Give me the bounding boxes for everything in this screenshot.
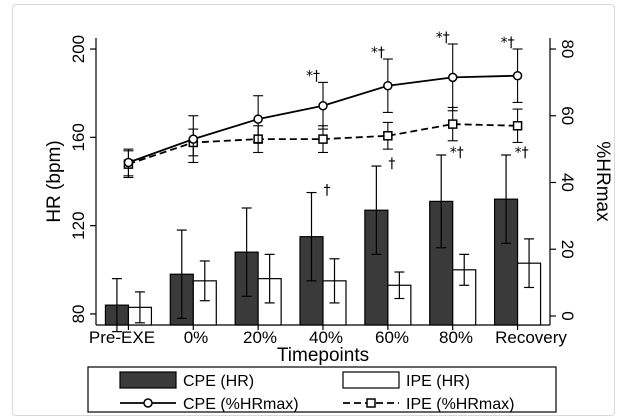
x-tick-label: 40% [309,328,343,347]
y2-tick-label: 0 [558,311,577,320]
significance-marker: *† [501,35,515,51]
legend-label-ipe-hrmax: IPE (%HRmax) [406,396,514,413]
y-axis-title: HR (bpm) [44,140,65,222]
point-marker [188,134,199,144]
y2-tick-label: 60 [558,106,577,125]
y-tick-label: 80 [69,305,88,324]
point-marker [253,114,263,124]
point-marker [318,100,328,111]
point-marker [123,157,134,168]
x-axis-title: Timepoints [277,345,369,366]
significance-marker: *† [436,30,450,46]
significance-marker: *† [515,145,529,161]
y-tick-label: 160 [69,123,88,151]
significance-marker: *† [306,68,320,84]
x-tick-label: Recovery [495,328,567,347]
point-marker [383,131,393,141]
x-tick-label: Pre-EXE [89,328,155,347]
x-tick-label: 0% [184,328,209,347]
legend-marker-cpe-hrmax [143,398,153,408]
legend-swatch-ipe-hr [342,371,400,389]
y2-tick-label: 40 [558,173,577,192]
x-tick-label: 60% [375,328,409,347]
point-marker [447,72,458,83]
legend-label-cpe-hrmax: CPE (%HRmax) [183,396,299,413]
significance-marker: *† [371,45,385,61]
significance-marker: *† [450,145,464,161]
x-tick-label: 20% [243,328,277,347]
legend: CPE (HR) IPE (HR) CPE (%HRmax) IPE (%HRmax) [87,366,557,413]
legend-swatch-cpe-hr [119,371,177,389]
point-marker [383,80,393,91]
y-tick-label: 200 [69,35,88,63]
significance-marker: † [324,183,331,199]
legend-label-cpe-hr: CPE (HR) [183,373,254,390]
line-series-cpe-hrmax [123,43,523,177]
significance-marker: † [388,156,395,172]
y2-tick-label: 20 [558,240,577,259]
x-tick-label: 80% [439,328,473,347]
point-marker [447,119,458,129]
bar-series-ipe-hr [127,238,542,326]
legend-marker-ipe-hrmax [366,398,376,408]
y2-axis-title: %HRmax [592,141,613,222]
y-tick-label: 120 [69,211,88,239]
y2-tick-label: 80 [558,40,577,59]
bar-series-cpe-hr [104,154,519,333]
legend-label-ipe-hr: IPE (HR) [406,373,470,390]
point-marker [512,70,523,81]
point-marker [318,134,328,144]
point-marker [512,121,523,131]
